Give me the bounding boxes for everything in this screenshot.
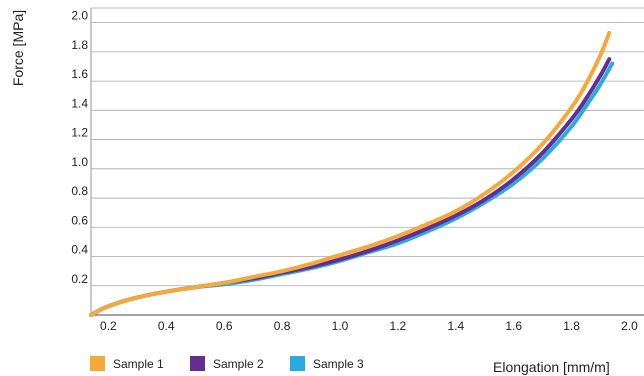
y-tick-label: 0.6 (71, 213, 88, 227)
series-line-2 (89, 57, 612, 317)
series-line-1 (89, 30, 612, 317)
legend-label: Sample 1 (113, 357, 164, 371)
x-tick-label: 0.6 (216, 319, 233, 333)
y-axis-title: Force [MPa] (10, 10, 26, 86)
legend: Sample 1 Sample 2 Sample 3 (90, 356, 364, 371)
tick-labels: 0.2 0.4 0.6 0.8 1.0 1.2 1.4 1.6 1.8 2.0 0.2 0.4 0.6 0… (71, 9, 638, 333)
y-tick-label: 0.2 (71, 272, 88, 286)
series-lines (89, 30, 615, 317)
legend-label: Sample 2 (213, 357, 264, 371)
legend-item-1: Sample 1 (90, 356, 164, 371)
y-tick-label: 0.4 (71, 243, 88, 257)
y-tick-label: 1.8 (71, 38, 88, 52)
x-tick-label: 1.4 (447, 319, 464, 333)
x-tick-label: 1.0 (332, 319, 349, 333)
y-tick-label: 1.2 (71, 126, 88, 140)
series-line-3 (89, 61, 615, 317)
x-tick-label: 0.2 (100, 319, 117, 333)
y-tick-label: 1.0 (71, 155, 88, 169)
legend-label: Sample 3 (313, 357, 364, 371)
legend-swatch (190, 356, 205, 371)
y-tick-label: 1.6 (71, 67, 88, 81)
y-tick-label: 2.0 (71, 9, 88, 23)
x-tick-label: 0.8 (274, 319, 291, 333)
x-tick-label: 1.8 (563, 319, 580, 333)
x-tick-label: 1.2 (390, 319, 407, 333)
x-tick-label: 0.4 (158, 319, 175, 333)
legend-swatch (90, 356, 105, 371)
x-tick-label: 1.6 (505, 319, 522, 333)
legend-swatch (290, 356, 305, 371)
y-tick-label: 0.8 (71, 184, 88, 198)
y-tick-label: 1.4 (71, 96, 88, 110)
legend-item-2: Sample 2 (190, 356, 264, 371)
gridlines (91, 7, 644, 287)
axes (90, 8, 644, 316)
x-axis-title: Elongation [mm/m] (493, 359, 610, 375)
legend-item-3: Sample 3 (290, 356, 364, 371)
x-tick-label: 2.0 (621, 319, 638, 333)
